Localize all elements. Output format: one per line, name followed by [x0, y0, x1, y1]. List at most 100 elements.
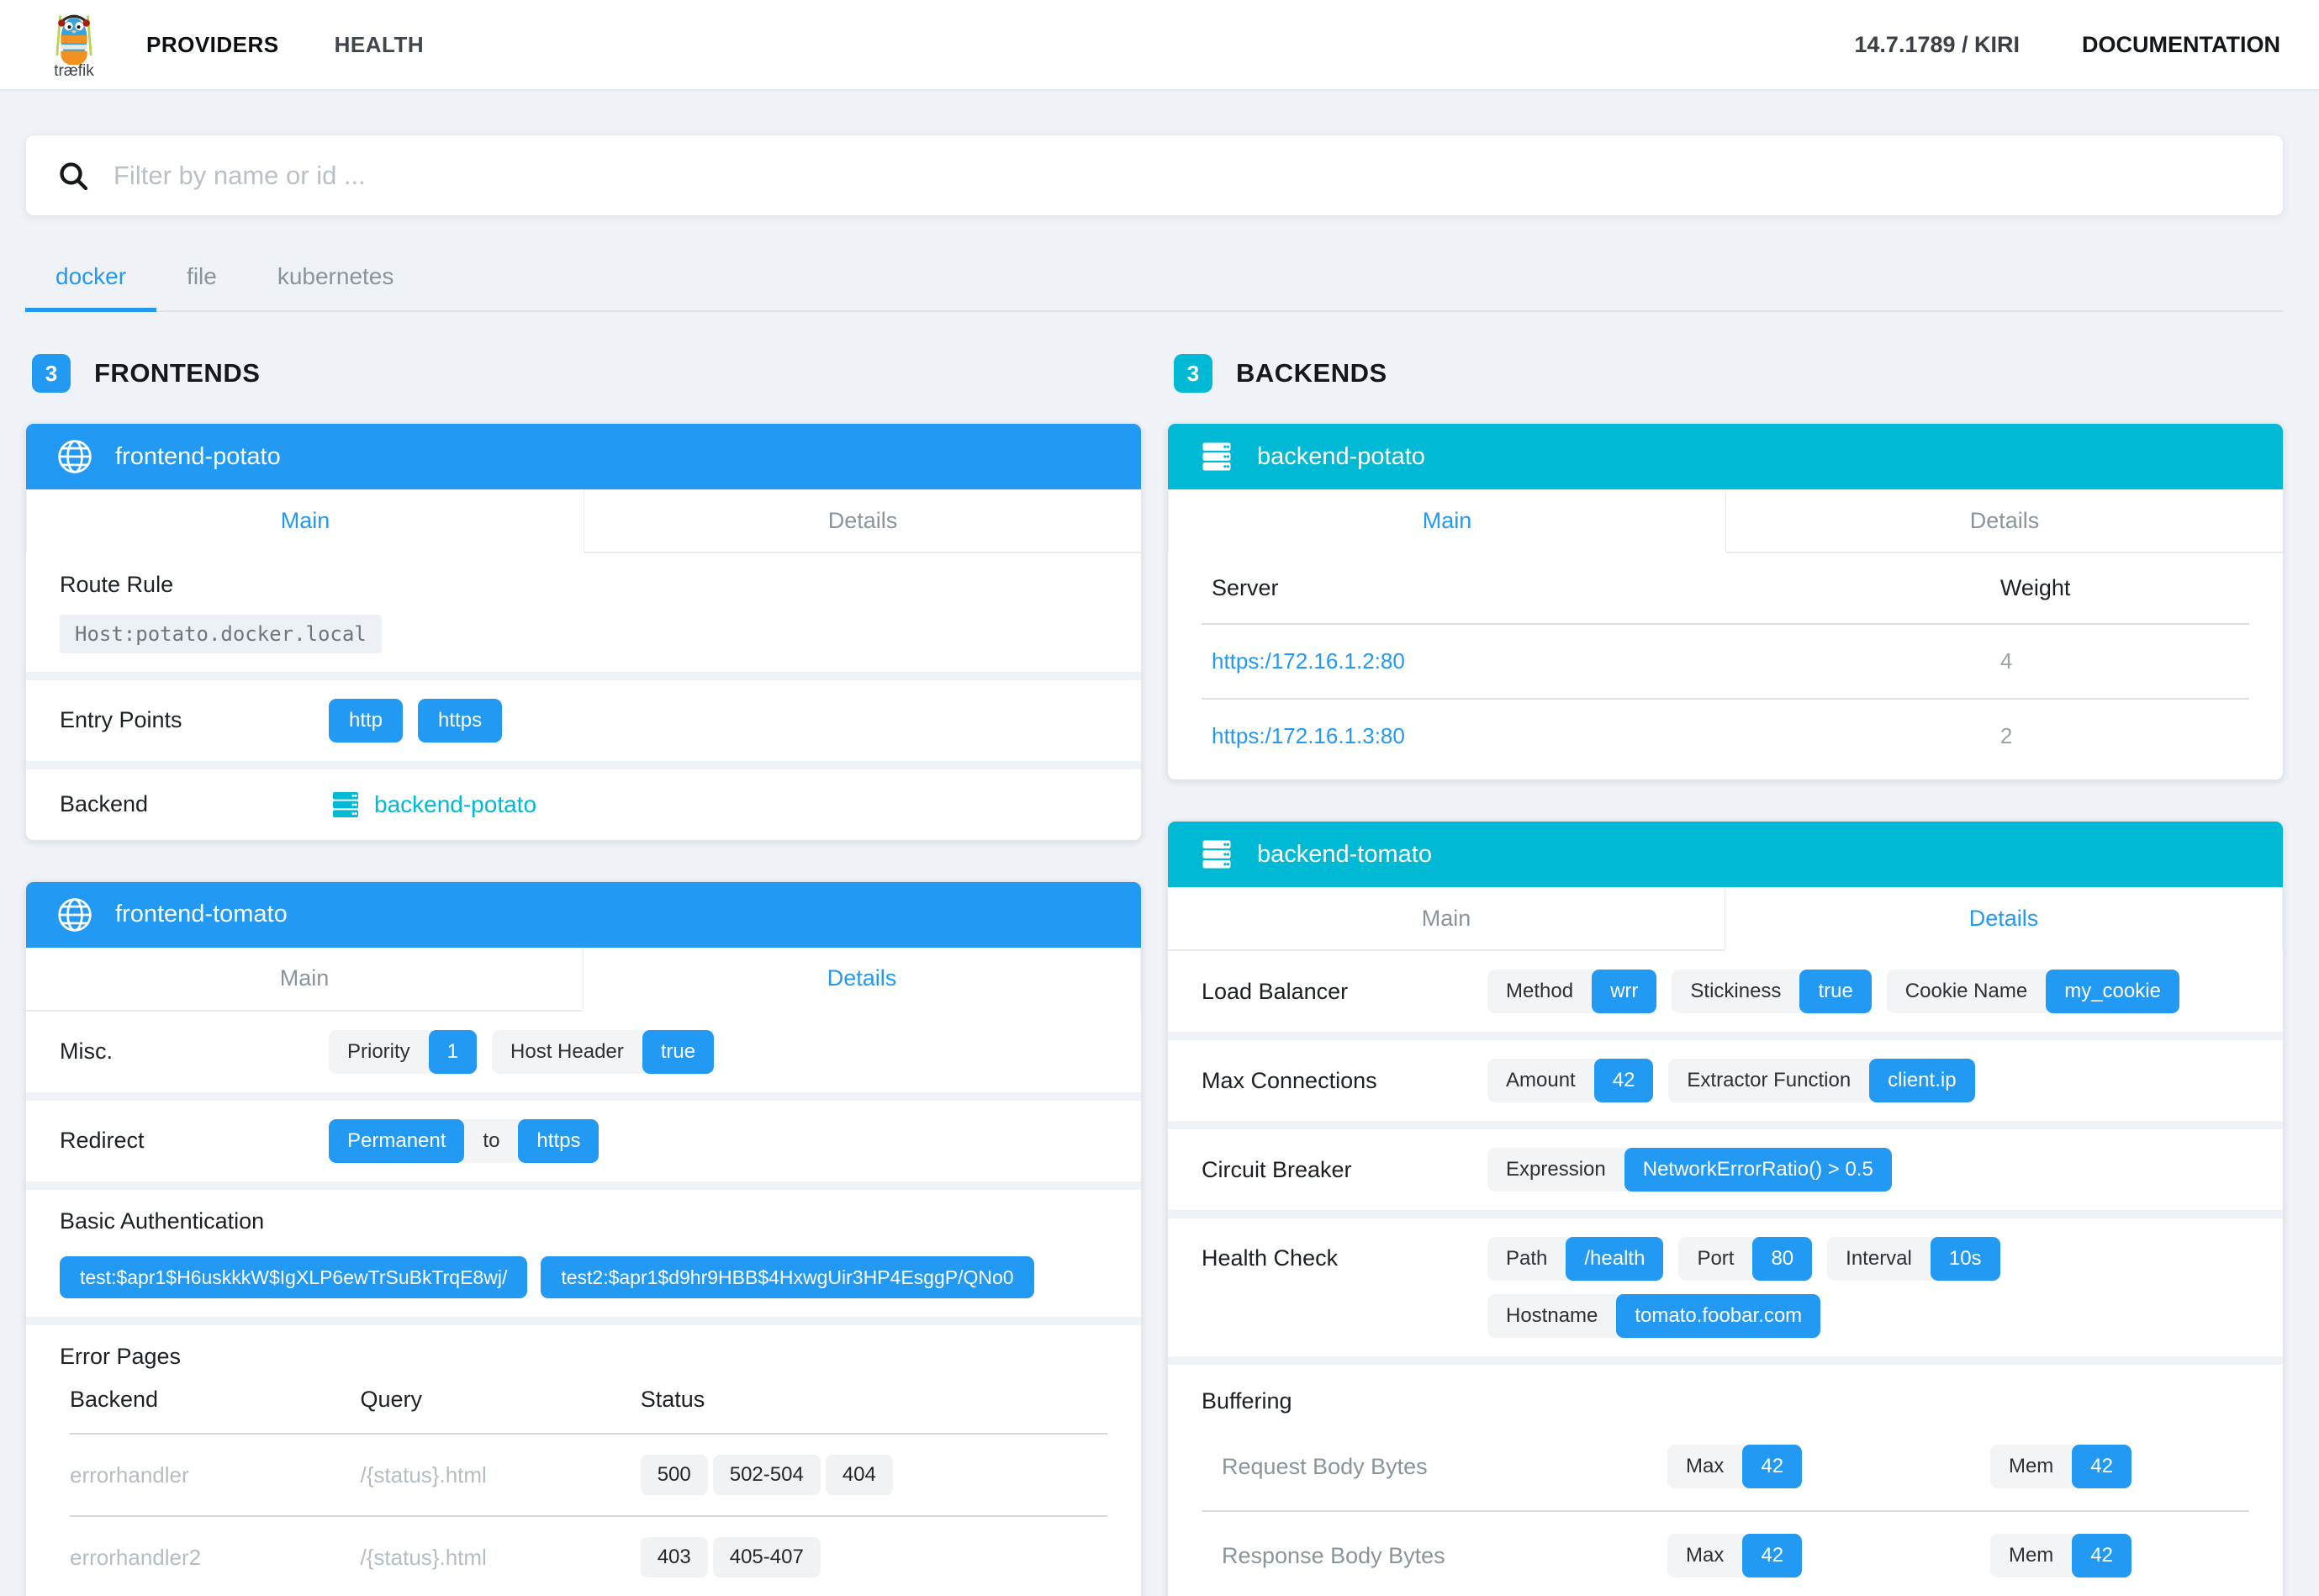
port-chip: Port 80 [1678, 1237, 1813, 1281]
col-backend: Backend [70, 1387, 159, 1413]
tab-main[interactable]: Main [26, 489, 584, 553]
server-url-link[interactable]: https:/172.16.1.2:80 [1212, 648, 1405, 674]
server-weight: 2 [1999, 723, 2013, 748]
response-body-bytes-label: Response Body Bytes [1222, 1542, 1445, 1568]
status-chip: 403 [640, 1537, 708, 1578]
error-pages-row: Error Pages Backend Query Status errorha… [26, 1325, 1141, 1596]
tab-main[interactable]: Main [26, 947, 583, 1012]
status-chip: 500 [640, 1455, 708, 1496]
tab-details[interactable]: Details [584, 489, 1141, 553]
documentation-link[interactable]: DOCUMENTATION [2082, 31, 2280, 57]
health-link[interactable]: HEALTH [334, 31, 425, 57]
traefik-gopher-icon [55, 14, 92, 65]
response-body-bytes-row: Response Body Bytes Max 42 Mem 42 [1202, 1510, 2249, 1596]
entry-point-chip: https [418, 699, 503, 743]
card-backend-tomato: backend-tomato Main Details Load Balance… [1167, 821, 2284, 1596]
method-chip: Method wrr [1487, 970, 1657, 1013]
route-rule-value: Host:potato.docker.local [60, 615, 382, 653]
backend-name: backend-tomato [1257, 840, 1432, 868]
status-chip: 405-407 [712, 1537, 821, 1578]
backends-column: 3 BACKENDS [1167, 354, 2284, 1596]
mem-chip: Mem 42 [1989, 1534, 2131, 1578]
error-pages-label: Error Pages [60, 1344, 182, 1370]
tab-file[interactable]: file [187, 263, 217, 289]
request-body-bytes-row: Request Body Bytes Max 42 Mem 42 [1202, 1423, 2249, 1510]
frontends-count-badge: 3 [32, 354, 71, 393]
max-connections-row: Max Connections Amount 42 Extractor Func… [1168, 1040, 2283, 1121]
error-query: /{status}.html [360, 1544, 487, 1570]
tab-docker[interactable]: docker [25, 253, 157, 312]
entry-points-label: Entry Points [60, 707, 182, 733]
extractor-function-chip: Extractor Function client.ip [1668, 1059, 1975, 1102]
server-weight: 4 [1999, 648, 2013, 674]
backend-potato-tabs: Main Details [1168, 489, 2283, 553]
frontends-column: 3 FRONTENDS frontend-potato Main Details [25, 354, 1142, 1596]
servers-table: Server Weight https:/172.16.1.2:80 4 htt… [1168, 553, 2283, 780]
version-text: 14.7.1789 / KIRI [1854, 31, 2021, 57]
col-status: Status [640, 1387, 705, 1413]
backend-potato-header: backend-potato [1168, 424, 2283, 489]
filter-input[interactable] [114, 160, 2253, 191]
hostname-chip: Hostname tomato.foobar.com [1487, 1294, 1821, 1338]
error-backend: errorhandler2 [70, 1544, 202, 1570]
providers-link[interactable]: PROVIDERS [146, 31, 279, 57]
frontend-name: frontend-tomato [115, 901, 288, 928]
basic-auth-chip: test2:$apr1$d9hr9HBB$4HxwgUir3HP4EsggP/Q… [541, 1255, 1034, 1299]
frontends-header: 3 FRONTENDS [32, 354, 1142, 393]
backend-tomato-tabs: Main Details [1168, 887, 2283, 951]
backends-title: BACKENDS [1236, 358, 1387, 388]
servers-icon [1202, 840, 1231, 869]
traefik-logo[interactable]: træfik [39, 9, 109, 81]
tab-details[interactable]: Details [583, 947, 1141, 1012]
globe-icon [58, 440, 92, 473]
server-row: https:/172.16.1.2:80 4 [1202, 623, 2249, 698]
misc-label: Misc. [60, 1038, 113, 1065]
entry-point-chip: http [329, 699, 404, 743]
amount-chip: Amount 42 [1487, 1059, 1654, 1102]
redirect-row: Redirect Permanent to https [26, 1100, 1141, 1181]
brand-text: træfik [54, 61, 94, 80]
server-row: https:/172.16.1.3:80 2 [1202, 698, 2249, 773]
frontend-potato-tabs: Main Details [26, 489, 1141, 553]
route-rule-label: Route Rule [60, 572, 174, 597]
backend-potato-link[interactable]: backend-potato [329, 788, 536, 822]
max-chip: Max 42 [1667, 1445, 1803, 1488]
stickiness-chip: Stickiness true [1672, 970, 1872, 1013]
page-content: docker file kubernetes 3 FRONTENDS front… [0, 135, 2319, 1596]
basic-auth-chip: test:$apr1$H6uskkkW$IgXLP6ewTrSuBkTrqE8w… [60, 1255, 528, 1299]
provider-tabs: docker file kubernetes [25, 253, 2284, 312]
error-pages-table-header: Backend Query Status [70, 1370, 1107, 1433]
interval-chip: Interval 10s [1827, 1237, 2000, 1281]
server-url-link[interactable]: https:/172.16.1.3:80 [1212, 723, 1405, 748]
redirect-chip: Permanent to https [329, 1118, 600, 1163]
buffering-label: Buffering [1202, 1388, 1292, 1414]
backend-name: backend-potato [1257, 442, 1425, 470]
frontends-title: FRONTENDS [94, 358, 261, 388]
tab-details[interactable]: Details [1725, 887, 2283, 951]
tab-details[interactable]: Details [1726, 489, 2283, 553]
frontend-name: frontend-potato [115, 442, 281, 470]
error-page-row: errorhandler /{status}.html 500 502-504 … [70, 1433, 1107, 1515]
servers-icon [333, 791, 358, 817]
navbar-right: 14.7.1789 / KIRI DOCUMENTATION [1854, 32, 2280, 58]
tab-kubernetes[interactable]: kubernetes [277, 263, 394, 289]
max-connections-label: Max Connections [1202, 1067, 1377, 1093]
path-chip: Path /health [1487, 1237, 1664, 1281]
servers-table-header: Server Weight [1202, 553, 2249, 623]
backends-count-badge: 3 [1174, 354, 1212, 393]
tab-main[interactable]: Main [1168, 887, 1725, 951]
backend-label: Backend [60, 791, 149, 817]
health-check-row: Health Check Path /health Port 80 [1168, 1218, 2283, 1356]
misc-row: Misc. Priority 1 Host Header true [26, 1011, 1141, 1092]
error-backend: errorhandler [70, 1461, 189, 1488]
host-header-chip: Host Header true [492, 1029, 715, 1074]
frontend-tomato-header: frontend-tomato [26, 881, 1141, 948]
tab-main[interactable]: Main [1168, 489, 1726, 553]
priority-chip: Priority 1 [329, 1029, 478, 1074]
frontend-tomato-tabs: Main Details [26, 947, 1141, 1012]
circuit-breaker-row: Circuit Breaker Expression NetworkErrorR… [1168, 1129, 2283, 1210]
route-rule-row: Route Rule Host:potato.docker.local [26, 553, 1141, 672]
status-chip: 404 [825, 1455, 893, 1496]
basic-auth-label: Basic Authentication [60, 1208, 265, 1234]
card-frontend-tomato: frontend-tomato Main Details Misc. Prior… [25, 880, 1142, 1596]
